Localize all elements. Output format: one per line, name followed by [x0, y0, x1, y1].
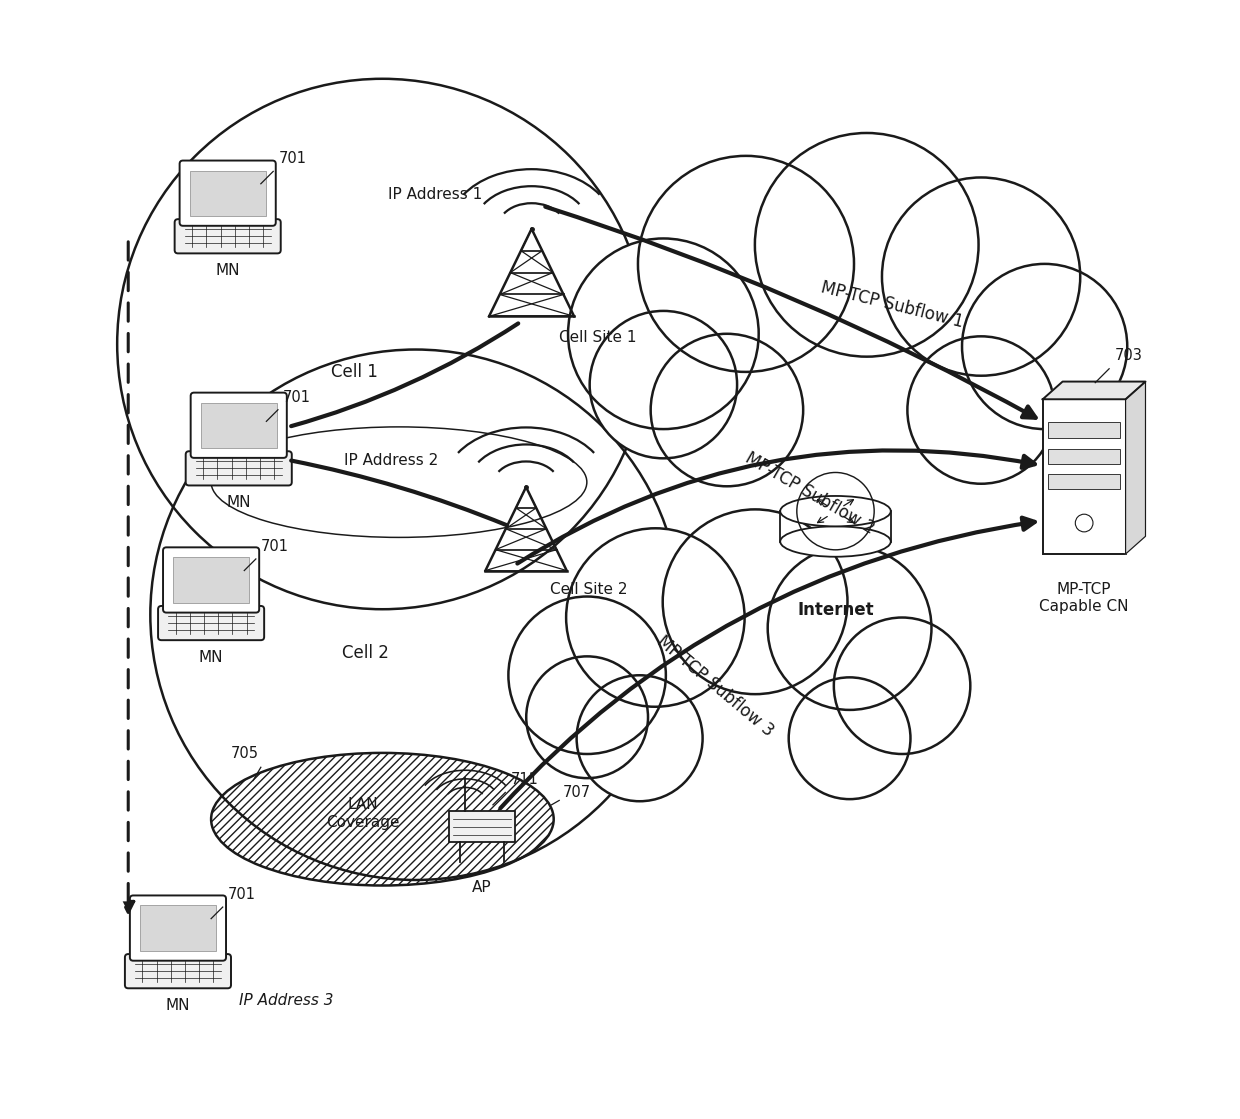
Text: 703: 703: [1115, 348, 1143, 363]
Text: LAN
Coverage: LAN Coverage: [326, 798, 399, 830]
Text: MN: MN: [166, 998, 190, 1013]
Text: MN: MN: [216, 263, 239, 279]
Text: AP: AP: [472, 880, 492, 895]
Bar: [1048, 449, 1120, 464]
Circle shape: [908, 337, 1055, 483]
FancyBboxPatch shape: [140, 905, 216, 951]
Circle shape: [789, 677, 910, 799]
FancyBboxPatch shape: [201, 403, 277, 448]
Text: Internet: Internet: [797, 602, 874, 620]
Bar: [449, 811, 515, 843]
Text: MP-TCP Subflow 3: MP-TCP Subflow 3: [653, 632, 776, 741]
Text: IP Address 3: IP Address 3: [239, 993, 334, 1008]
Circle shape: [526, 657, 649, 778]
Bar: [1048, 473, 1120, 489]
FancyBboxPatch shape: [157, 606, 264, 640]
Text: 701: 701: [279, 151, 306, 166]
Ellipse shape: [780, 526, 890, 557]
Text: IP Address 1: IP Address 1: [388, 187, 482, 203]
Circle shape: [577, 675, 703, 801]
Bar: [1043, 399, 1126, 554]
FancyBboxPatch shape: [190, 170, 265, 216]
Circle shape: [662, 509, 847, 694]
Circle shape: [755, 133, 978, 357]
Text: 705: 705: [231, 745, 259, 761]
Text: Cell 1: Cell 1: [331, 363, 378, 380]
Circle shape: [508, 596, 666, 754]
Text: 707: 707: [563, 786, 590, 800]
Text: 711: 711: [511, 772, 538, 787]
Circle shape: [768, 546, 931, 709]
Text: MP-TCP Subflow 1: MP-TCP Subflow 1: [818, 279, 965, 331]
Text: IP Address 2: IP Address 2: [343, 452, 438, 468]
FancyBboxPatch shape: [180, 160, 275, 226]
Circle shape: [567, 528, 744, 707]
Text: MN: MN: [198, 650, 223, 665]
FancyBboxPatch shape: [191, 393, 286, 458]
Text: 701: 701: [260, 539, 289, 554]
Text: Cell 2: Cell 2: [342, 645, 389, 662]
Circle shape: [590, 311, 737, 459]
Text: Cell Site 2: Cell Site 2: [551, 582, 627, 596]
FancyBboxPatch shape: [175, 219, 280, 253]
Text: 701: 701: [283, 389, 311, 405]
FancyBboxPatch shape: [186, 451, 291, 486]
Text: MP-TCP Subflow 2: MP-TCP Subflow 2: [742, 449, 877, 537]
Text: Cell Site 1: Cell Site 1: [559, 330, 636, 345]
FancyBboxPatch shape: [174, 557, 249, 603]
Text: MN: MN: [227, 496, 250, 510]
Circle shape: [637, 156, 854, 372]
Ellipse shape: [211, 426, 587, 537]
Circle shape: [651, 333, 804, 487]
Circle shape: [962, 264, 1127, 429]
Circle shape: [833, 618, 971, 754]
Circle shape: [882, 178, 1080, 376]
Bar: [1048, 423, 1120, 438]
Ellipse shape: [780, 496, 890, 526]
Circle shape: [568, 238, 759, 429]
Polygon shape: [1043, 382, 1146, 399]
FancyBboxPatch shape: [162, 547, 259, 612]
FancyBboxPatch shape: [125, 955, 231, 988]
Polygon shape: [1126, 382, 1146, 554]
Ellipse shape: [211, 753, 554, 885]
Text: MP-TCP
Capable CN: MP-TCP Capable CN: [1039, 582, 1128, 614]
Text: 701: 701: [228, 887, 255, 902]
FancyBboxPatch shape: [130, 895, 226, 961]
